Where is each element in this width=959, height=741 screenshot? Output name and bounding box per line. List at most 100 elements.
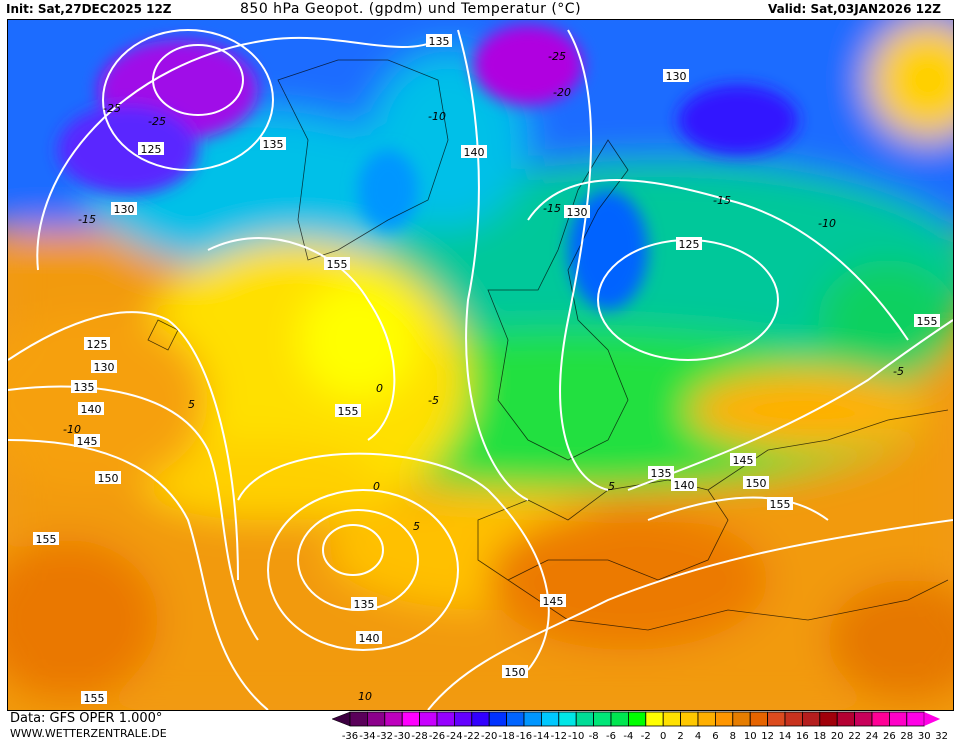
- colorbar-label: -8: [589, 731, 599, 741]
- geopotential-label: 125: [84, 337, 110, 351]
- svg-text:150: 150: [505, 666, 526, 679]
- colorbar-swatch: [697, 711, 716, 727]
- svg-text:155: 155: [327, 258, 348, 271]
- colorbar-label: -6: [606, 731, 616, 741]
- svg-text:130: 130: [114, 203, 135, 216]
- temperature-label: 0: [373, 480, 380, 493]
- svg-text:150: 150: [98, 472, 119, 485]
- colorbar-swatch: [349, 711, 368, 727]
- colorbar-label: -20: [481, 731, 497, 741]
- temperature-label: -15: [543, 202, 561, 215]
- svg-text:155: 155: [84, 692, 105, 705]
- colorbar-label: -12: [551, 731, 567, 741]
- colorbar-swatch: [540, 711, 560, 727]
- colorbar-label: 16: [796, 731, 809, 741]
- colorbar-swatch: [645, 711, 664, 727]
- colorbar-swatch: [401, 711, 420, 727]
- colorbar-label: -26: [429, 731, 445, 741]
- colorbar-label: -4: [623, 731, 633, 741]
- colorbar-label: 32: [935, 731, 948, 741]
- colorbar-swatch: [367, 711, 386, 727]
- geopotential-label: 155: [33, 532, 59, 546]
- colorbar-swatch: [436, 711, 455, 727]
- colorbar-label: -28: [411, 731, 427, 741]
- colorbar-swatch: [836, 711, 856, 727]
- colorbar-label: 4: [695, 731, 701, 741]
- colorbar-swatch: [749, 711, 769, 727]
- colorbar-swatch: [906, 711, 925, 727]
- temperature-label: -20: [553, 86, 571, 99]
- geopotential-label: 125: [676, 237, 702, 251]
- temperature-label: 10: [358, 690, 372, 703]
- geopotential-label: 150: [743, 476, 769, 490]
- colorbar-label: 10: [744, 731, 757, 741]
- geopotential-label: 140: [671, 478, 697, 492]
- svg-text:135: 135: [429, 35, 450, 48]
- map-title: 850 hPa Geopot. (gpdm) und Temperatur (°…: [240, 1, 582, 17]
- colorbar-swatch: [558, 711, 577, 727]
- colorbar-swatch: [784, 711, 803, 727]
- colorbar-label: -24: [446, 731, 462, 741]
- geopotential-label: 135: [260, 137, 286, 151]
- colorbar-label: 14: [779, 731, 792, 741]
- temperature-label: -15: [78, 213, 96, 226]
- geopotential-label: 155: [767, 497, 793, 511]
- colorbar-swatch: [523, 711, 542, 727]
- colorbar-label: 2: [677, 731, 683, 741]
- geopotential-label: 150: [502, 665, 528, 679]
- colorbar-swatch: [419, 711, 438, 727]
- colorbar-under-triangle: [331, 711, 351, 727]
- geopotential-label: 140: [461, 145, 487, 159]
- temperature-label: -15: [713, 194, 731, 207]
- temperature-label: 5: [413, 520, 420, 533]
- svg-text:130: 130: [567, 206, 588, 219]
- geopotential-label: 130: [663, 69, 689, 83]
- geopotential-label: 155: [914, 314, 940, 328]
- colorbar-label: -30: [394, 731, 410, 741]
- colorbar-label: 0: [660, 731, 666, 741]
- svg-text:125: 125: [87, 338, 108, 351]
- temperature-label: -25: [148, 115, 166, 128]
- valid-time: Valid: Sat,03JAN2026 12Z: [767, 2, 941, 16]
- colorbar-swatch: [384, 711, 403, 727]
- colorbar-swatch: [889, 711, 908, 727]
- colorbar-swatch: [593, 711, 612, 727]
- svg-text:145: 145: [77, 435, 98, 448]
- temperature-label: 0: [376, 382, 383, 395]
- colorbar-label: 6: [712, 731, 718, 741]
- geopotential-label: 130: [111, 202, 137, 216]
- colorbar-swatch: [801, 711, 821, 727]
- colorbar-over-triangle: [924, 712, 941, 726]
- svg-text:155: 155: [770, 498, 791, 511]
- colorbar-swatch: [575, 711, 594, 727]
- geopotential-label: 150: [95, 471, 121, 485]
- colorbar-label: 24: [866, 731, 879, 741]
- colorbar-label: -22: [464, 731, 480, 741]
- svg-text:145: 145: [543, 595, 564, 608]
- temperature-label: -10: [63, 423, 81, 436]
- colorbar-label: -34: [359, 731, 375, 741]
- svg-text:125: 125: [679, 238, 700, 251]
- colorbar-label: -10: [568, 731, 584, 741]
- geopotential-label: 135: [71, 380, 97, 394]
- temperature-label: -25: [103, 102, 121, 115]
- colorbar-swatch: [714, 711, 734, 727]
- geopotential-label: 155: [324, 257, 350, 271]
- geopotential-label: 135: [426, 34, 452, 48]
- colorbar-swatch: [627, 711, 647, 727]
- geopotential-label: 140: [356, 631, 382, 645]
- geopotential-label: 135: [351, 597, 377, 611]
- temperature-labels: -25 -25 -20 -25 -15 -10 -15 -10 -15 -5 0 5 -5 -10 0 5 5 1…: [63, 50, 904, 703]
- geopotential-label: 145: [730, 453, 756, 467]
- geopotential-contours: [8, 29, 953, 710]
- svg-text:135: 135: [354, 598, 375, 611]
- colorbar-swatch: [854, 711, 873, 727]
- svg-text:130: 130: [666, 70, 687, 83]
- geopotential-label: 140: [78, 402, 104, 416]
- temperature-label: -10: [818, 217, 836, 230]
- colorbar-swatch: [680, 711, 699, 727]
- temperature-label: -5: [893, 365, 904, 378]
- colorbar-label: 28: [900, 731, 913, 741]
- colorbar-label: -32: [377, 731, 393, 741]
- svg-text:135: 135: [263, 138, 284, 151]
